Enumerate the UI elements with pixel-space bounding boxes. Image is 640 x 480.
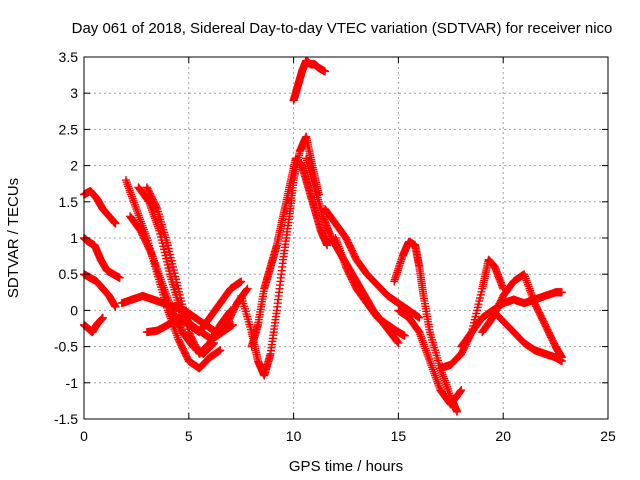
data-layer: [80, 56, 566, 416]
y-tick-label: 3: [70, 85, 78, 101]
y-tick-label: -1.5: [54, 411, 78, 427]
x-tick-label: 5: [185, 428, 193, 444]
data-point-sat-m: [321, 67, 330, 76]
x-tick-label: 25: [600, 428, 616, 444]
y-tick-label: -0.5: [54, 339, 78, 355]
tick-layer: 0 5 10 15 20 25 -1.5 -1 -0.5 0 0.5 1 1.5 2 2.5 3 3.5: [54, 49, 616, 444]
data-point-sat-c: [111, 302, 120, 311]
y-axis-label: SDTVAR / TECUs: [5, 178, 22, 298]
data-point-sat-p: [400, 331, 409, 340]
data-point-sat-q: [453, 407, 462, 416]
data-point-sat-j: [237, 277, 246, 286]
y-tick-label: 1.5: [59, 194, 79, 210]
data-point-sat-r: [456, 387, 465, 396]
data-point-sat-i: [242, 285, 251, 294]
x-tick-label: 15: [391, 428, 407, 444]
data-point-sat-f: [146, 246, 155, 255]
chart-title: Day 061 of 2018, Sidereal Day-to-day VTE…: [72, 20, 613, 37]
x-tick-label: 0: [80, 428, 88, 444]
y-tick-label: 2: [70, 158, 78, 174]
data-point-sat-v: [557, 357, 566, 366]
data-point-sat-l: [323, 241, 332, 250]
x-tick-label: 10: [286, 428, 302, 444]
data-point-sat-t: [557, 288, 566, 297]
y-tick-label: 2.5: [59, 121, 79, 137]
data-point-sat-r: [457, 386, 466, 395]
data-point-sat-e: [216, 346, 225, 355]
y-tick-label: 0: [70, 302, 78, 318]
x-axis-label: GPS time / hours: [289, 458, 403, 475]
data-point-sat-o: [415, 313, 424, 322]
data-point-sat-h: [152, 203, 161, 212]
data-point-sat-b: [115, 273, 124, 282]
x-tick-label: 20: [495, 428, 511, 444]
y-tick-label: 1: [70, 230, 78, 246]
y-tick-label: 0.5: [59, 266, 79, 282]
data-point-sat-a: [111, 219, 120, 228]
y-tick-label: -1: [66, 375, 79, 391]
data-point-sat-n: [394, 338, 403, 347]
data-point-sat-i: [243, 284, 252, 293]
y-tick-label: 3.5: [59, 49, 79, 65]
data-point-sat-d: [98, 313, 107, 322]
